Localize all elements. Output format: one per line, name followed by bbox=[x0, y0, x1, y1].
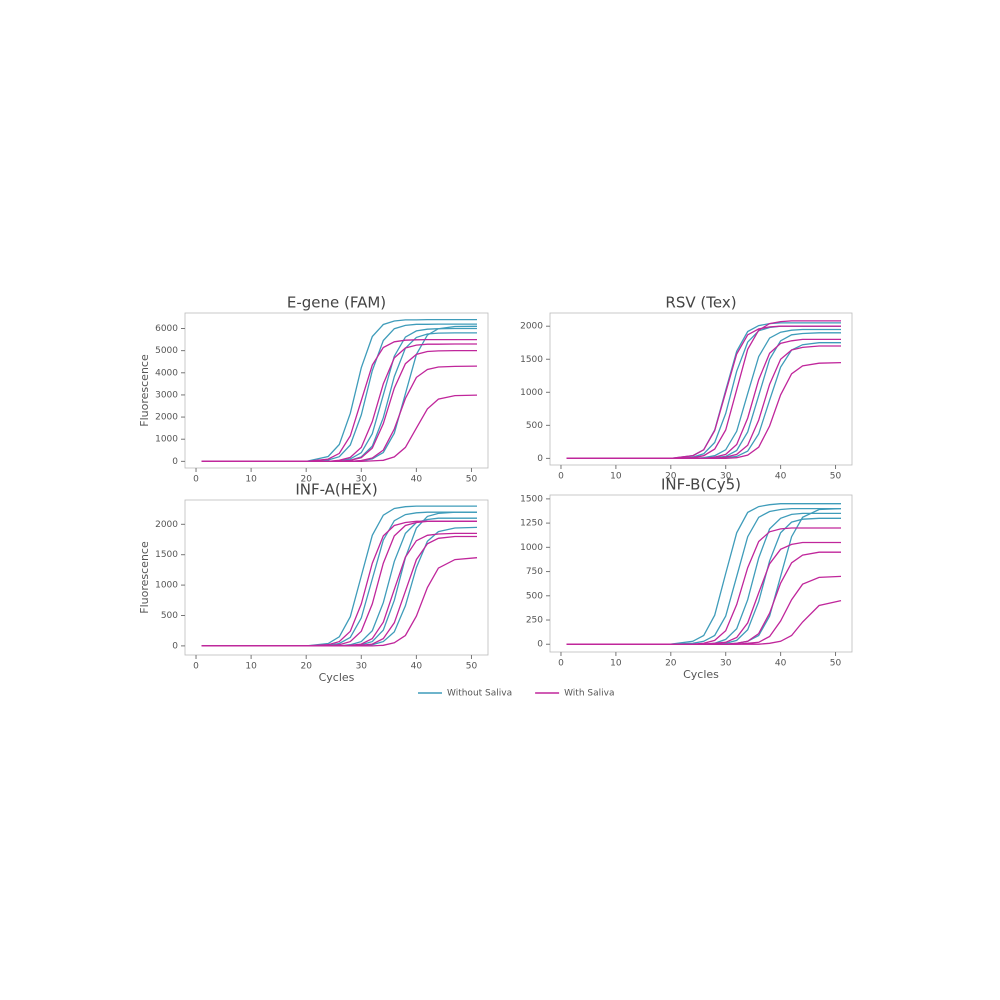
y-tick-label: 4000 bbox=[155, 368, 178, 378]
x-tick-label: 0 bbox=[193, 662, 199, 672]
amplification-curve bbox=[201, 318, 477, 463]
x-tick-label: 20 bbox=[300, 475, 312, 485]
x-tick-label: 40 bbox=[411, 475, 423, 485]
x-tick-label: 10 bbox=[610, 472, 622, 482]
amplification-curve bbox=[566, 361, 842, 460]
plot-area bbox=[184, 499, 489, 656]
plot-area bbox=[549, 312, 853, 466]
plot-area bbox=[184, 312, 489, 469]
amplification-curve bbox=[201, 394, 478, 463]
amplification-curve bbox=[566, 503, 841, 645]
amplification-curve bbox=[566, 325, 841, 460]
y-tick-label: 0 bbox=[537, 454, 543, 464]
panel-title: INF-B(Cy5) bbox=[661, 476, 741, 494]
y-tick-label: 1500 bbox=[155, 550, 178, 560]
x-tick-label: 20 bbox=[300, 662, 312, 672]
x-tick-label: 0 bbox=[193, 475, 199, 485]
y-tick-label: 6000 bbox=[155, 324, 178, 334]
amplification-curve bbox=[201, 557, 478, 647]
x-tick-label: 0 bbox=[558, 659, 564, 669]
y-tick-label: 2000 bbox=[520, 322, 543, 332]
x-tick-label: 10 bbox=[610, 659, 622, 669]
y-tick-label: 1500 bbox=[520, 494, 543, 504]
y-tick-label: 1000 bbox=[520, 543, 543, 553]
y-axis-label: Fluorescence bbox=[138, 354, 151, 427]
x-tick-label: 30 bbox=[356, 475, 368, 485]
y-tick-label: 2000 bbox=[155, 520, 178, 530]
x-tick-label: 40 bbox=[775, 472, 787, 482]
x-tick-label: 50 bbox=[466, 475, 478, 485]
x-tick-label: 10 bbox=[245, 662, 257, 672]
x-tick-label: 30 bbox=[720, 659, 732, 669]
y-tick-label: 500 bbox=[526, 591, 543, 601]
plot-area bbox=[549, 494, 853, 653]
y-tick-label: 0 bbox=[537, 640, 543, 650]
x-axis-label: Cycles bbox=[683, 668, 719, 681]
y-tick-label: 500 bbox=[526, 421, 543, 431]
amplification-curve bbox=[201, 338, 477, 463]
x-tick-label: 30 bbox=[720, 472, 732, 482]
y-tick-label: 1250 bbox=[520, 519, 543, 529]
x-tick-label: 40 bbox=[411, 662, 423, 672]
x-axis-label: Cycles bbox=[319, 671, 355, 684]
y-tick-label: 3000 bbox=[155, 390, 178, 400]
legend: Without Saliva With Saliva bbox=[418, 689, 614, 699]
y-tick-label: 0 bbox=[172, 457, 178, 467]
x-tick-label: 50 bbox=[466, 662, 478, 672]
x-tick-label: 50 bbox=[830, 659, 842, 669]
panel-title: INF-A(HEX) bbox=[295, 481, 377, 499]
legend-label: With Saliva bbox=[564, 689, 614, 699]
y-tick-label: 0 bbox=[172, 641, 178, 651]
y-tick-label: 2000 bbox=[155, 413, 178, 423]
x-tick-label: 50 bbox=[830, 472, 842, 482]
x-tick-label: 20 bbox=[665, 472, 677, 482]
panel: 0 10 20 30 40 500500100015002000INF-A(HEX)Flu… bbox=[138, 481, 489, 684]
y-tick-label: 250 bbox=[526, 616, 543, 626]
y-tick-label: 1500 bbox=[520, 355, 543, 365]
y-tick-label: 1000 bbox=[520, 388, 543, 398]
y-tick-label: 500 bbox=[161, 611, 178, 621]
panel: 0 10 20 30 40 500250500750100012501500INF-B(C… bbox=[520, 476, 853, 681]
y-axis-label: Fluorescence bbox=[138, 541, 151, 614]
y-tick-label: 5000 bbox=[155, 346, 178, 356]
x-tick-label: 40 bbox=[775, 659, 787, 669]
y-tick-label: 750 bbox=[526, 567, 543, 577]
x-tick-label: 30 bbox=[356, 662, 368, 672]
x-tick-label: 20 bbox=[665, 659, 677, 669]
legend-label: Without Saliva bbox=[447, 689, 512, 699]
amplification-curve bbox=[566, 599, 842, 645]
panel: 0 10 20 30 40 50 0 1000 2000 3000 4000 5000 6000 E-ge… bbox=[138, 294, 489, 485]
x-tick-label: 10 bbox=[245, 475, 257, 485]
y-tick-label: 1000 bbox=[155, 435, 178, 445]
panel-title: E-gene (FAM) bbox=[287, 294, 386, 312]
y-tick-label: 1000 bbox=[155, 581, 178, 591]
panel-title: RSV (Tex) bbox=[665, 294, 736, 312]
x-tick-label: 0 bbox=[558, 472, 564, 482]
